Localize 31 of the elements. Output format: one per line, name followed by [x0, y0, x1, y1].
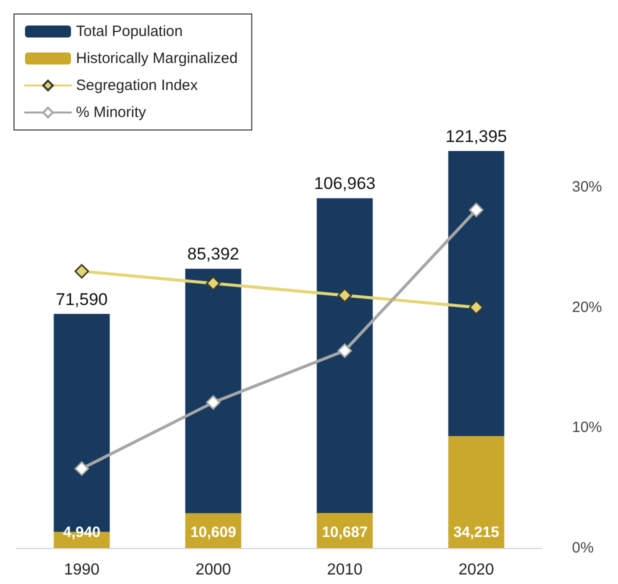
- point: [74, 461, 89, 476]
- point: [469, 300, 484, 315]
- legend-label: % Minority: [76, 104, 147, 121]
- point: [469, 202, 484, 218]
- x-tick-label: 2010: [326, 562, 363, 578]
- point: [338, 288, 352, 303]
- bar: [448, 151, 504, 436]
- bar: [185, 268, 242, 514]
- data-label: 10,609: [190, 524, 236, 541]
- legend-label: Total Population: [76, 23, 183, 40]
- legend-label: Segregation Index: [76, 77, 198, 94]
- point: [338, 343, 352, 358]
- x-tick-label: 1990: [64, 562, 100, 578]
- y2-tick-label: 10%: [572, 419, 602, 436]
- point: [206, 276, 220, 291]
- legend-label: Historically Marginalized: [76, 50, 238, 67]
- x-tick-label: 2000: [195, 562, 232, 578]
- point: [206, 395, 220, 410]
- x-tick-label: 2020: [458, 562, 494, 578]
- total-label: 71,590: [56, 290, 108, 309]
- total-label: 121,395: [446, 127, 507, 146]
- y2-tick-label: 0%: [572, 540, 594, 556]
- total-label: 106,963: [314, 174, 376, 194]
- y2-tick-label: 30%: [572, 178, 602, 196]
- y2-tick-label: 20%: [572, 298, 602, 316]
- data-label: 34,215: [453, 524, 500, 541]
- point: [74, 264, 89, 279]
- total-label: 85,392: [187, 244, 240, 264]
- data-label: 10,687: [322, 524, 368, 541]
- bar: [316, 198, 373, 514]
- bar: [448, 436, 504, 548]
